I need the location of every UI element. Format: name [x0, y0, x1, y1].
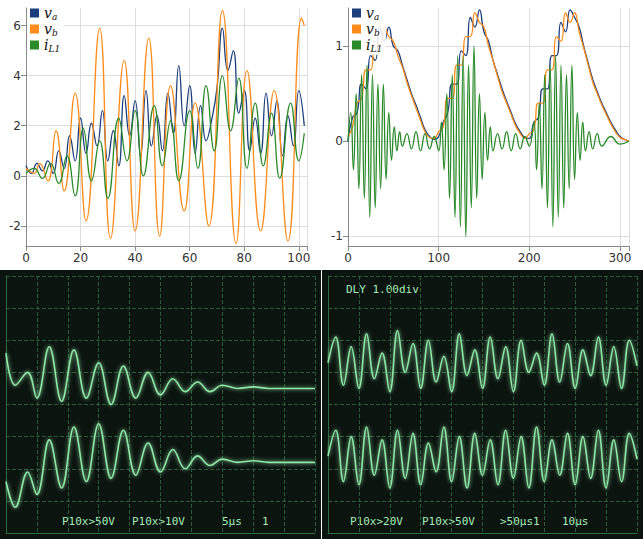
svg-text:>50μs1: >50μs1: [500, 515, 540, 528]
svg-text:i: i: [44, 37, 49, 53]
svg-text:DLY 1.00div: DLY 1.00div: [346, 283, 419, 296]
svg-text:P10x>10V: P10x>10V: [132, 515, 185, 528]
svg-text:a: a: [52, 12, 57, 22]
svg-text:0: 0: [335, 134, 343, 148]
svg-text:60: 60: [182, 251, 197, 265]
svg-text:100: 100: [287, 251, 310, 265]
svg-text:300: 300: [608, 251, 631, 265]
svg-text:5μs: 5μs: [222, 515, 242, 528]
svg-text:P10x>50V: P10x>50V: [422, 515, 475, 528]
svg-text:1: 1: [335, 39, 343, 53]
svg-text:v: v: [366, 21, 374, 37]
svg-text:-2: -2: [9, 219, 21, 233]
svg-text:-1: -1: [331, 229, 343, 243]
svg-text:1: 1: [262, 515, 269, 528]
svg-text:L1: L1: [47, 44, 60, 54]
svg-text:b: b: [52, 28, 58, 38]
svg-text:i: i: [366, 37, 371, 53]
svg-text:10μs: 10μs: [562, 515, 589, 528]
svg-text:a: a: [374, 12, 379, 22]
svg-text:v: v: [366, 5, 374, 21]
svg-text:20: 20: [73, 251, 88, 265]
svg-text:P10x>50V: P10x>50V: [62, 515, 115, 528]
svg-text:100: 100: [427, 251, 450, 265]
svg-text:4: 4: [13, 69, 21, 83]
svg-text:v: v: [44, 21, 52, 37]
svg-text:40: 40: [127, 251, 142, 265]
svg-text:200: 200: [518, 251, 541, 265]
svg-text:2: 2: [13, 119, 21, 133]
svg-text:6: 6: [13, 19, 21, 33]
svg-text:0: 0: [22, 251, 30, 265]
svg-text:L1: L1: [369, 44, 382, 54]
svg-text:0: 0: [344, 251, 352, 265]
svg-text:0: 0: [13, 169, 21, 183]
svg-text:v: v: [44, 5, 52, 21]
svg-text:P10x>20V: P10x>20V: [350, 515, 403, 528]
svg-text:b: b: [374, 28, 380, 38]
svg-text:80: 80: [237, 251, 252, 265]
